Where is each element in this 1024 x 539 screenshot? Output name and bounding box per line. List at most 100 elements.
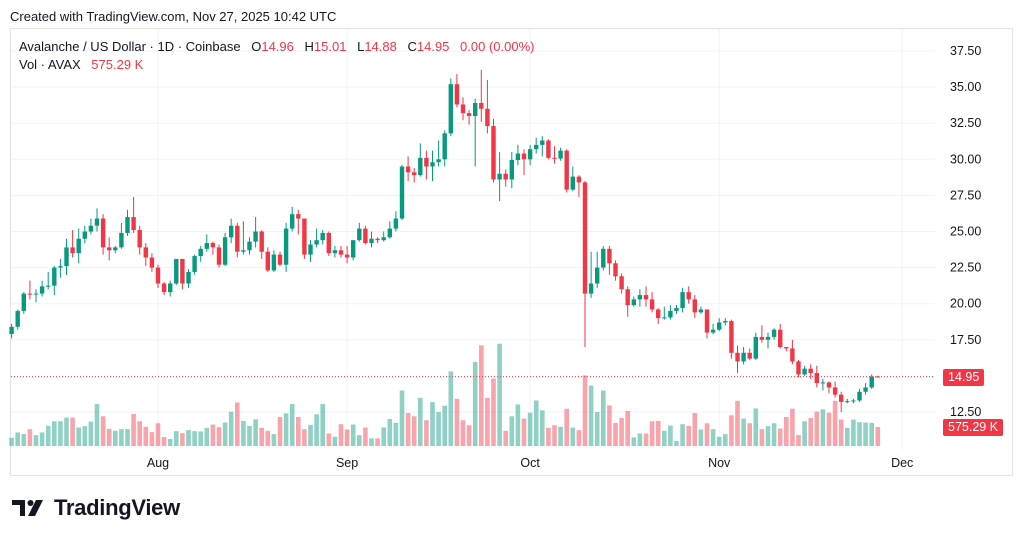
candle[interactable] (509, 152, 514, 189)
candle[interactable] (869, 374, 874, 389)
candle[interactable] (534, 137, 539, 154)
candle[interactable] (137, 225, 142, 255)
candle[interactable] (710, 323, 716, 335)
candle[interactable] (387, 221, 392, 239)
candle[interactable] (546, 139, 551, 160)
volume-label[interactable]: Vol · AVAX (19, 57, 81, 72)
candle[interactable] (222, 232, 228, 267)
candle[interactable] (290, 206, 295, 232)
candle[interactable] (771, 328, 777, 340)
candle[interactable] (180, 258, 185, 290)
candle[interactable] (344, 245, 350, 264)
candle[interactable] (863, 383, 868, 395)
candle[interactable] (704, 309, 710, 339)
candle[interactable] (601, 245, 606, 271)
candle[interactable] (454, 74, 460, 108)
candle[interactable] (186, 269, 191, 288)
candle[interactable] (302, 218, 307, 259)
candle[interactable] (674, 305, 679, 314)
candle[interactable] (485, 79, 490, 134)
candle[interactable] (723, 318, 728, 326)
candle[interactable] (515, 144, 521, 166)
candle[interactable] (753, 332, 758, 361)
candle[interactable] (637, 289, 643, 307)
candle[interactable] (94, 208, 100, 232)
candle[interactable] (33, 289, 39, 303)
candle[interactable] (357, 222, 362, 242)
candle[interactable] (363, 225, 368, 245)
candle[interactable] (418, 143, 423, 177)
candle[interactable] (131, 196, 136, 233)
candle[interactable] (875, 375, 880, 378)
candle[interactable] (125, 209, 130, 236)
candle[interactable] (314, 228, 319, 248)
candle[interactable] (625, 286, 630, 317)
symbol-title[interactable]: Avalanche / US Dollar · 1D · Coinbase (19, 39, 241, 54)
candle[interactable] (796, 360, 801, 378)
candle[interactable] (576, 175, 582, 197)
candle[interactable] (393, 211, 399, 232)
candle[interactable] (113, 245, 118, 254)
candle[interactable] (436, 140, 441, 167)
candle[interactable] (741, 347, 746, 365)
candle[interactable] (649, 292, 655, 313)
candle[interactable] (778, 323, 783, 349)
candle[interactable] (473, 98, 478, 167)
candle[interactable] (784, 347, 789, 352)
candle[interactable] (204, 234, 209, 252)
candle[interactable] (656, 308, 661, 324)
candle[interactable] (216, 244, 222, 268)
candle[interactable] (839, 391, 844, 412)
candle[interactable] (857, 388, 862, 402)
candle[interactable] (497, 152, 502, 202)
candle[interactable] (39, 280, 45, 297)
candle[interactable] (253, 217, 258, 248)
candle[interactable] (424, 150, 429, 180)
candle[interactable] (595, 251, 600, 288)
candle[interactable] (668, 305, 673, 320)
candle[interactable] (845, 399, 850, 404)
candle[interactable] (210, 241, 216, 255)
candle[interactable] (790, 339, 795, 365)
candle[interactable] (442, 130, 447, 167)
candle[interactable] (521, 149, 527, 176)
candle[interactable] (271, 250, 277, 272)
candle[interactable] (277, 251, 283, 267)
candle[interactable] (588, 251, 594, 298)
candle[interactable] (814, 365, 819, 388)
candle[interactable] (76, 228, 81, 264)
candle[interactable] (52, 266, 57, 296)
candle[interactable] (503, 169, 508, 187)
candle[interactable] (192, 254, 197, 275)
candle[interactable] (558, 147, 563, 161)
candle[interactable] (46, 271, 51, 290)
candle[interactable] (100, 214, 106, 255)
candle[interactable] (320, 230, 325, 245)
candle[interactable] (247, 237, 252, 255)
candle[interactable] (308, 240, 313, 262)
candle[interactable] (759, 325, 765, 343)
candle[interactable] (851, 399, 856, 404)
candle[interactable] (613, 260, 618, 281)
candle[interactable] (27, 280, 33, 300)
candle[interactable] (479, 69, 484, 122)
candle[interactable] (88, 218, 94, 235)
candle[interactable] (692, 295, 697, 319)
candle[interactable] (259, 230, 264, 259)
candle[interactable] (332, 245, 338, 258)
candle[interactable] (466, 110, 472, 125)
candle[interactable] (607, 245, 612, 275)
candle[interactable] (802, 365, 807, 376)
candle[interactable] (58, 258, 63, 278)
candle[interactable] (540, 136, 545, 157)
candle[interactable] (491, 118, 496, 183)
candle[interactable] (168, 280, 173, 297)
candle[interactable] (460, 97, 466, 121)
candle[interactable] (82, 225, 87, 244)
candle[interactable] (9, 323, 14, 339)
candle[interactable] (229, 218, 234, 244)
candle[interactable] (107, 237, 112, 261)
candle[interactable] (765, 332, 771, 349)
candle[interactable] (15, 309, 20, 330)
